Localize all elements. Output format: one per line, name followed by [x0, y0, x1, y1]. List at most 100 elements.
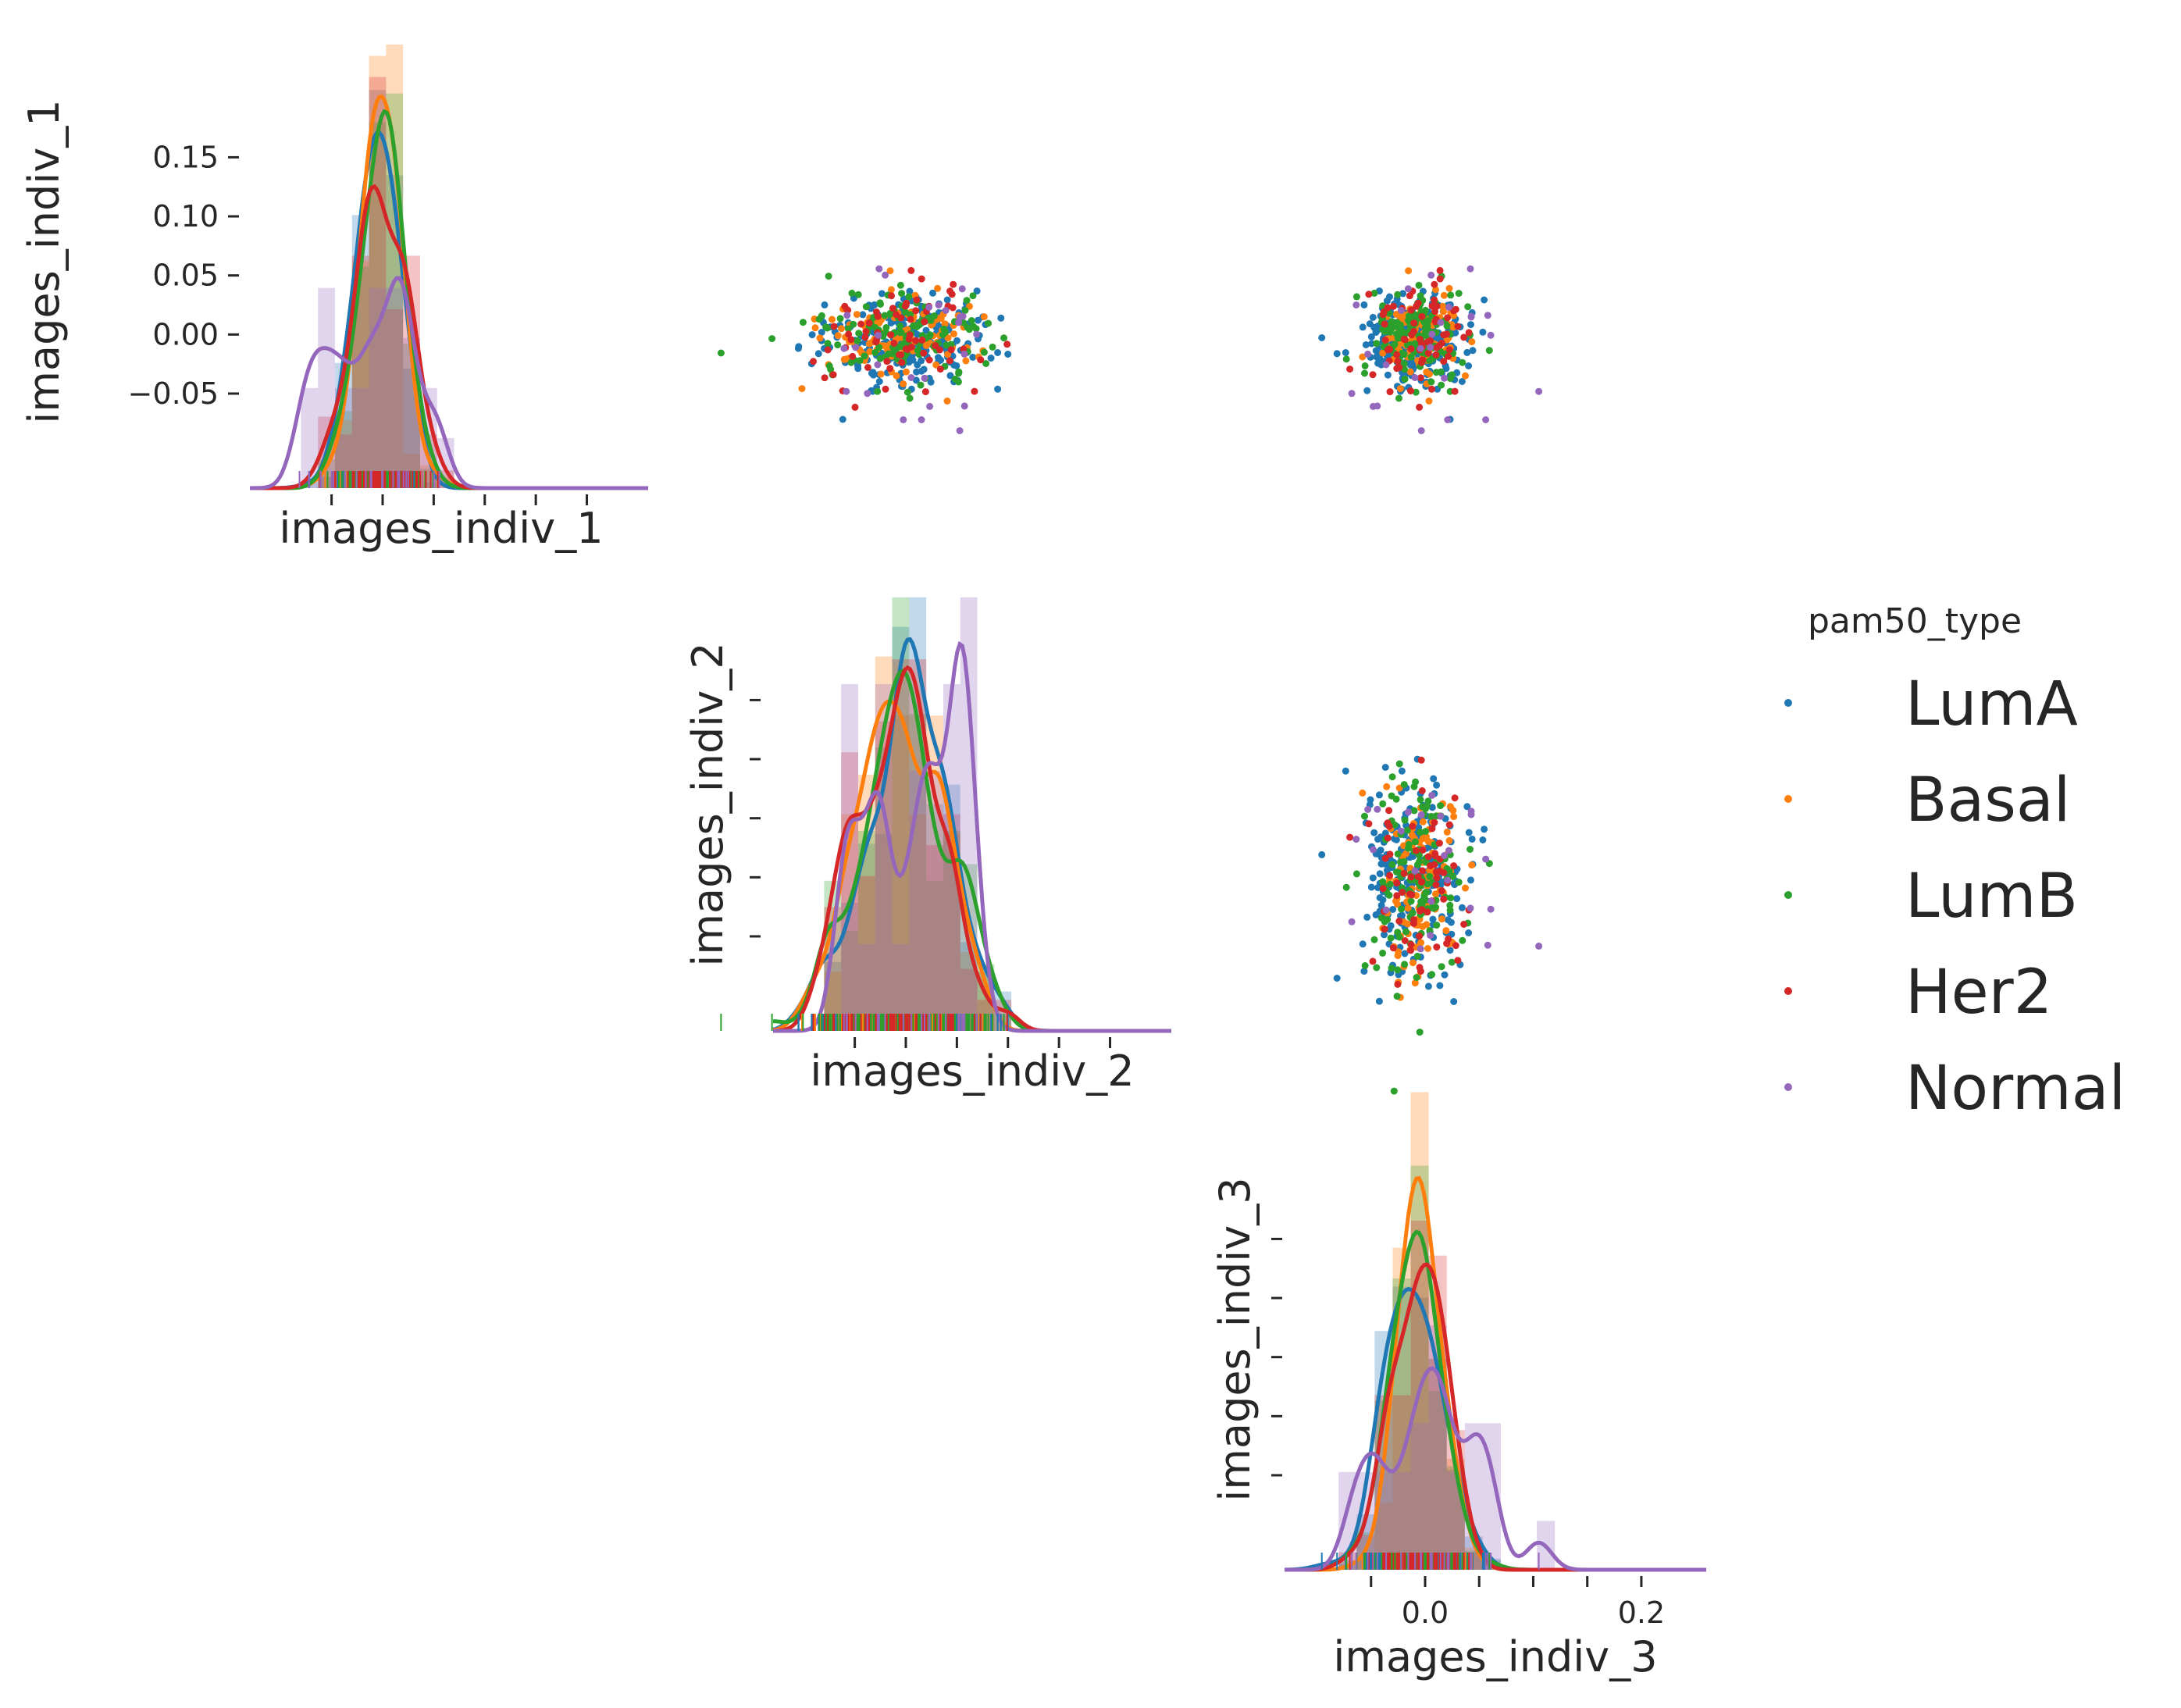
- scatter-point-images_indiv_1-images_indiv_2-LumB-44: [799, 319, 807, 326]
- hist-bar-images_indiv_2-LumA-3: [875, 833, 893, 1031]
- scatter-point-images_indiv_2-images_indiv_3-Basal-83: [1395, 948, 1402, 956]
- scatter-point-images_indiv_1-images_indiv_2-Normal-20: [926, 402, 934, 410]
- scatter-point-images_indiv_1-images_indiv_2-Her2-6: [936, 346, 943, 354]
- scatter-point-images_indiv_2-images_indiv_3-LumA-55: [1376, 894, 1384, 901]
- scatter-point-images_indiv_2-images_indiv_3-Normal-4: [1417, 945, 1424, 953]
- scatter-point-images_indiv_2-images_indiv_3-LumA-148: [1481, 825, 1488, 833]
- scatter-point-images_indiv_1-images_indiv_3-Her2-26: [1395, 364, 1403, 371]
- scatter-point-images_indiv_1-images_indiv_3-LumB-98: [1422, 320, 1430, 328]
- scatter-point-images_indiv_1-images_indiv_2-Basal-107: [887, 286, 895, 294]
- scatter-point-images_indiv_1-images_indiv_2-Her2-63: [882, 385, 889, 393]
- scatter-point-images_indiv_2-images_indiv_3-Normal-17: [1374, 805, 1381, 813]
- scatter-point-images_indiv_2-images_indiv_3-Her2-68: [1419, 846, 1427, 854]
- scatter-point-images_indiv_1-images_indiv_2-Basal-43: [875, 319, 883, 326]
- scatter-point-images_indiv_1-images_indiv_3-Normal-7: [1427, 344, 1434, 351]
- scatter-point-images_indiv_1-images_indiv_3-LumA-210: [1386, 293, 1393, 301]
- scatter-point-images_indiv_2-images_indiv_3-Her2-23: [1381, 925, 1388, 933]
- legend-marker-normal: [1784, 1083, 1792, 1091]
- legend-label-normal: Normal: [1905, 1054, 2126, 1124]
- scatter-point-images_indiv_2-images_indiv_3-LumB-90: [1391, 821, 1399, 829]
- kde-line-images_indiv_3-Normal: [1285, 1366, 1706, 1572]
- y-axis-label-images_indiv_3: images_indiv_3: [1210, 1177, 1260, 1501]
- scatter-point-images_indiv_1-images_indiv_3-LumB-116: [1401, 365, 1409, 373]
- scatter-point-images_indiv_1-images_indiv_2-Normal-5: [882, 271, 889, 279]
- scatter-point-images_indiv_1-images_indiv_3-Her2-18: [1346, 365, 1354, 373]
- scatter-point-images_indiv_1-images_indiv_2-LumB-5: [874, 387, 882, 395]
- scatter-point-images_indiv_2-images_indiv_3-LumA-208: [1433, 781, 1441, 789]
- scatter-point-images_indiv_2-images_indiv_3-Her2-60: [1419, 867, 1427, 875]
- scatter-point-images_indiv_1-images_indiv_3-Her2-62: [1444, 314, 1452, 322]
- scatter-point-images_indiv_1-images_indiv_2-Basal-6: [877, 370, 885, 378]
- scatter-point-images_indiv_2-images_indiv_3-Her2-38: [1435, 840, 1443, 847]
- scatter-point-images_indiv_1-images_indiv_2-Her2-51: [1003, 341, 1011, 348]
- scatter-point-images_indiv_2-images_indiv_3-LumB-46: [1466, 846, 1474, 853]
- scatter-point-images_indiv_2-images_indiv_3-Normal-19: [1411, 867, 1419, 875]
- scatter-point-images_indiv_2-images_indiv_3-Her2-41: [1385, 822, 1393, 830]
- scatter-point-images_indiv_1-images_indiv_2-Her2-9: [829, 371, 837, 379]
- scatter-point-images_indiv_1-images_indiv_2-Normal-21: [874, 361, 882, 369]
- scatter-point-images_indiv_1-images_indiv_2-LumB-128: [985, 319, 992, 327]
- scatter-point-images_indiv_1-images_indiv_2-LumB-97: [1000, 334, 1008, 342]
- scatter-point-images_indiv_1-images_indiv_3-LumB-127: [1422, 328, 1430, 336]
- scatter-point-images_indiv_2-images_indiv_3-LumA-147: [1367, 796, 1374, 804]
- scatter-point-images_indiv_1-images_indiv_3-Normal-5: [1427, 271, 1435, 279]
- scatter-point-images_indiv_1-images_indiv_2-Her2-24: [843, 305, 850, 313]
- scatter-point-images_indiv_1-images_indiv_2-Basal-33: [893, 372, 900, 380]
- scatter-point-images_indiv_1-images_indiv_3-Normal-6: [1445, 303, 1452, 311]
- scatter-point-images_indiv_2-images_indiv_3-Her2-50: [1418, 787, 1426, 794]
- scatter-point-images_indiv_2-images_indiv_3-Basal-108: [1392, 897, 1399, 905]
- scatter-point-images_indiv_2-images_indiv_3-Her2-17: [1433, 943, 1441, 951]
- scatter-point-images_indiv_2-images_indiv_3-Normal-9: [1364, 806, 1372, 813]
- scatter-point-images_indiv_1-images_indiv_2-Normal-19: [907, 374, 915, 381]
- scatter-point-images_indiv_2-images_indiv_3-Her2-42: [1424, 908, 1431, 916]
- x-axis-label-images_indiv_1: images_indiv_1: [279, 504, 603, 553]
- scatter-point-images_indiv_1-images_indiv_2-LumA-17: [906, 287, 914, 295]
- legend-label-luma: LumA: [1905, 669, 2078, 740]
- hist-bar-images_indiv_1-LumA-7: [419, 482, 437, 488]
- scatter-point-images_indiv_2-images_indiv_3-Her2-36: [1393, 879, 1401, 887]
- scatter-point-images_indiv_1-images_indiv_2-Her2-18: [936, 365, 944, 373]
- scatter-point-images_indiv_1-images_indiv_2-Her2-68: [925, 356, 933, 364]
- scatter-point-images_indiv_1-images_indiv_3-LumA-197: [1458, 378, 1466, 385]
- scatter-point-images_indiv_1-images_indiv_2-Her2-56: [912, 307, 920, 315]
- scatter-point-images_indiv_1-images_indiv_2-LumA-145: [987, 355, 995, 362]
- scatter-point-images_indiv_1-images_indiv_3-Her2-22: [1407, 306, 1415, 314]
- scatter-point-images_indiv_1-images_indiv_2-LumB-7: [836, 315, 844, 323]
- scatter-point-images_indiv_1-images_indiv_3-Basal-36: [1439, 302, 1446, 310]
- scatter-point-images_indiv_2-images_indiv_3-Normal-15: [1487, 905, 1495, 913]
- scatter-point-images_indiv_1-images_indiv_3-Basal-80: [1468, 338, 1476, 346]
- hist-bar-images_indiv_1-Basal-1: [318, 476, 335, 488]
- hist-bar-images_indiv_3-LumA-5: [1428, 1358, 1447, 1570]
- scatter-point-images_indiv_2-images_indiv_3-Normal-24: [1397, 827, 1405, 835]
- hist-bar-images_indiv_2-Her2-4: [892, 659, 910, 1031]
- scatter-point-images_indiv_1-images_indiv_2-Normal-1: [935, 301, 943, 308]
- scatter-point-images_indiv_1-images_indiv_2-LumB-105: [861, 352, 868, 360]
- scatter-point-images_indiv_2-images_indiv_3-LumA-44: [1381, 931, 1388, 939]
- scatter-point-images_indiv_1-images_indiv_2-LumB-89: [856, 357, 864, 365]
- scatter-point-images_indiv_2-images_indiv_3-LumA-35: [1441, 971, 1449, 979]
- scatter-point-images_indiv_2-images_indiv_3-Her2-53: [1427, 862, 1434, 870]
- scatter-point-images_indiv_1-images_indiv_3-LumA-116: [1318, 334, 1326, 341]
- hist-bar-images_indiv_2-LumB-3: [875, 747, 893, 1031]
- scatter-point-images_indiv_1-images_indiv_2-Her2-43: [907, 266, 915, 274]
- y-axis-label-images_indiv_2: images_indiv_2: [683, 642, 732, 966]
- scatter-point-images_indiv_1-images_indiv_3-Her2-67: [1454, 323, 1462, 330]
- scatter-point-images_indiv_1-images_indiv_3-Normal-2: [1484, 312, 1491, 319]
- scatter-point-images_indiv_2-images_indiv_3-Her2-69: [1399, 889, 1406, 897]
- scatter-point-images_indiv_1-images_indiv_2-Her2-50: [977, 356, 985, 364]
- hist-bar-images_indiv_1-Her2-5: [386, 309, 404, 488]
- scatter-point-images_indiv_1-images_indiv_2-LumA-162: [814, 350, 822, 358]
- scatter-point-images_indiv_2-images_indiv_3-Her2-47: [1451, 794, 1459, 802]
- scatter-point-images_indiv_2-images_indiv_3-LumB-55: [1385, 891, 1393, 899]
- scatter-point-images_indiv_2-images_indiv_3-LumB-54: [1387, 934, 1395, 942]
- scatter-point-images_indiv_1-images_indiv_2-LumB-67: [989, 343, 996, 351]
- scatter-point-images_indiv_2-images_indiv_3-LumB-127: [1422, 828, 1430, 835]
- scatter-point-images_indiv_2-images_indiv_3-Her2-31: [1381, 854, 1389, 862]
- legend-marker-lumb: [1784, 891, 1792, 899]
- scatter-point-images_indiv_1-images_indiv_2-Basal-23: [866, 348, 874, 355]
- scatter-point-images_indiv_1-images_indiv_3-LumA-212: [1373, 353, 1381, 361]
- scatter-point-images_indiv_1-images_indiv_2-Normal-18: [918, 416, 925, 423]
- scatter-point-images_indiv_2-images_indiv_3-LumB-20: [1428, 971, 1436, 979]
- scatter-point-images_indiv_1-images_indiv_3-Her2-68: [1419, 356, 1427, 364]
- scatter-point-images_indiv_1-images_indiv_3-LumB-124: [1398, 327, 1406, 335]
